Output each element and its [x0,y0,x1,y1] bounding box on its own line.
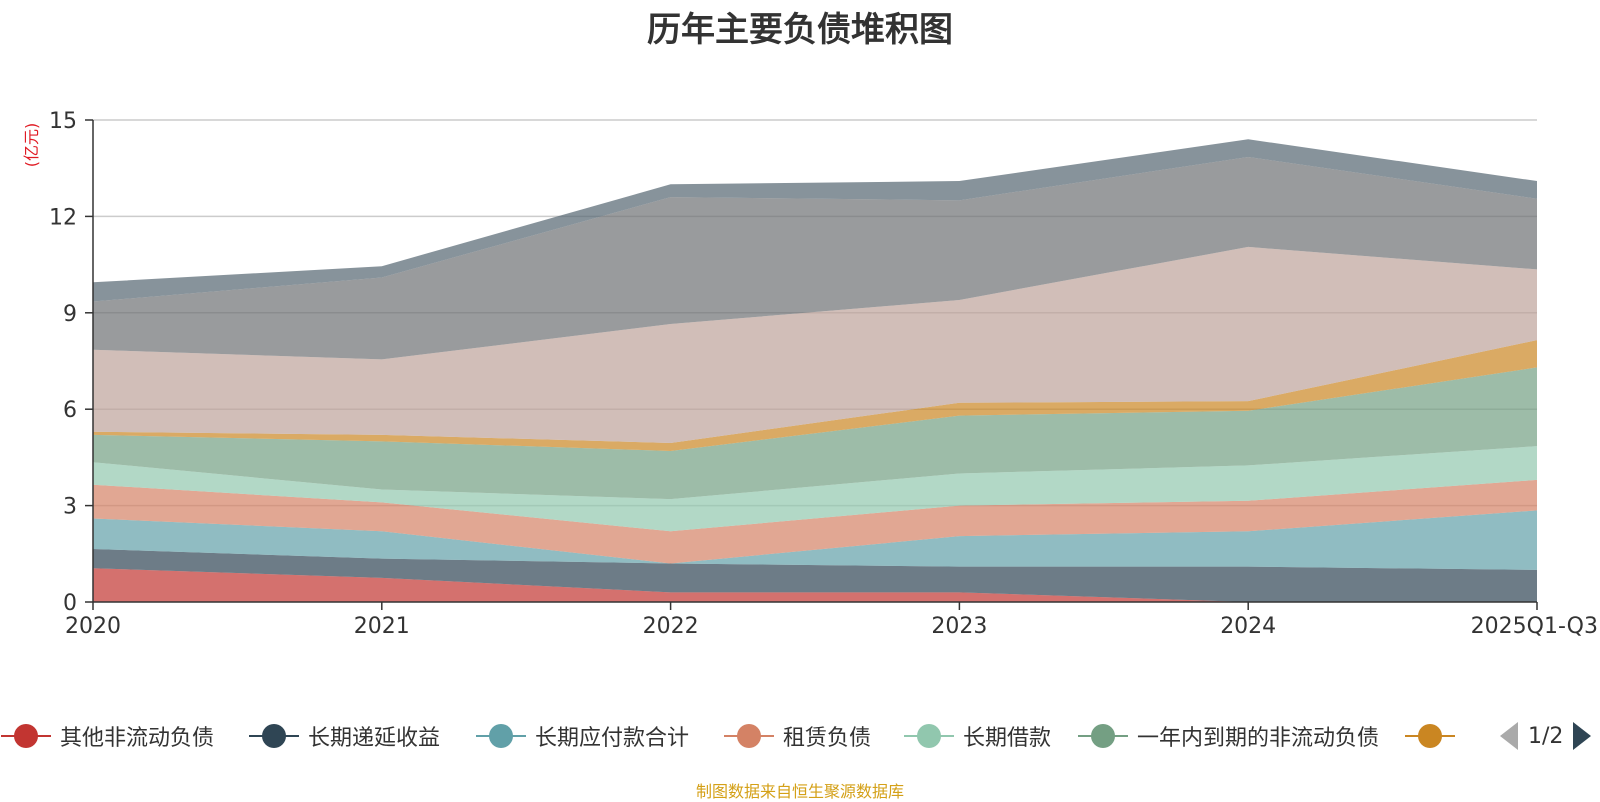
legend-item-1[interactable]: 长期递延收益 [248,718,440,754]
legend-marker-icon [723,718,775,754]
x-tick-label-2: 2022 [643,614,699,639]
triangle-left-icon[interactable] [1500,722,1518,750]
area-series [93,139,1537,602]
y-tick-label-2: 6 [63,398,77,423]
x-tick-label-0: 2020 [65,614,121,639]
area-series-6 [93,340,1537,451]
chart-title: 历年主要负债堆积图 [647,10,953,50]
legend-label: 长期应付款合计 [535,726,690,751]
area-series-9 [93,139,1537,302]
legend: 其他非流动负债 长期递延收益 长期应付款合计 租赁负债 长期借款 一年内到期的非流动负债 [0,718,1600,754]
x-tick-label-5: 2025Q1-Q3 [1471,614,1598,639]
y-tick-label-5: 15 [49,109,77,134]
area-series-3 [93,479,1537,564]
legend-label: 其他非流动负债 [60,726,215,751]
x-tick-label-4: 2024 [1220,614,1276,639]
legend-marker-icon [1077,718,1129,754]
legend-marker-icon [0,718,52,754]
y-tick-label-3: 9 [63,302,77,327]
stacked-area-chart: 0 3 6 9 12 15 2020 2021 2022 2023 2024 2025Q1-Q3 (亿… [22,109,1598,639]
legend-label: 租赁负债 [783,726,872,751]
area-series-5 [93,367,1537,500]
legend-item-3[interactable]: 租赁负债 [723,718,871,754]
legend-marker-icon [248,718,300,754]
legend-item-6[interactable] [1404,718,1456,754]
area-series-0 [93,568,1537,602]
legend-item-5[interactable]: 一年内到期的非流动负债 [1077,718,1379,754]
legend-marker-icon [475,718,527,754]
legend-page-indicator: 1/2 [1528,723,1564,749]
area-series-2 [93,510,1537,570]
axes: 0 3 6 9 12 15 2020 2021 2022 2023 2024 2025Q1-Q3 [49,109,1598,639]
legend-label: 一年内到期的非流动负债 [1137,726,1380,751]
area-series-1 [93,548,1537,602]
y-tick-label-4: 12 [49,205,77,230]
legend-item-2[interactable]: 长期应付款合计 [475,718,689,754]
y-tick-label-1: 3 [63,495,77,520]
y-tick-label-0: 0 [63,591,77,616]
area-series-7 [93,246,1537,443]
area-series-4 [93,446,1537,532]
data-source-note: 制图数据来自恒生聚源数据库 [695,782,904,801]
area-series-8 [93,156,1537,360]
legend-marker-icon [1404,718,1456,754]
legend-item-4[interactable]: 长期借款 [903,718,1051,754]
x-tick-label-1: 2021 [354,614,410,639]
y-axis-label: (亿元) [22,123,41,168]
legend-label: 长期借款 [963,726,1052,751]
triangle-right-icon[interactable] [1573,722,1592,750]
legend-pager: 1/2 [1500,718,1592,754]
legend-label: 长期递延收益 [308,726,441,751]
legend-item-0[interactable]: 其他非流动负债 [0,718,214,754]
x-tick-label-3: 2023 [931,614,987,639]
legend-marker-icon [903,718,955,754]
